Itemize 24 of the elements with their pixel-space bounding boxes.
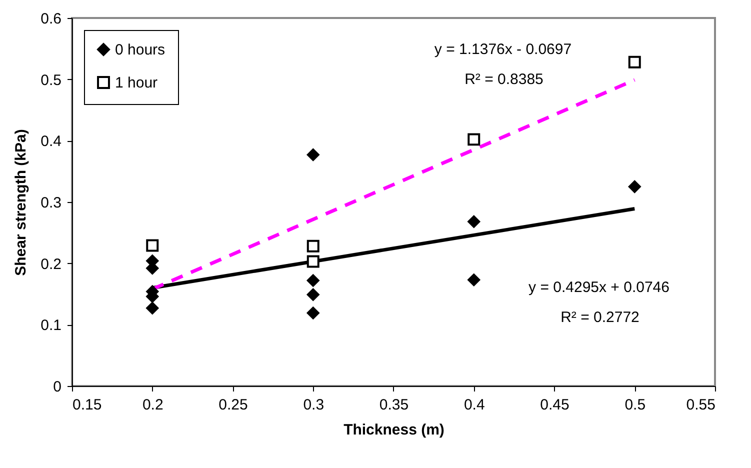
x-tick-label: 0.35 [379, 396, 409, 414]
y-tick-label: 0.1 [40, 317, 62, 334]
x-tick-label: 0.55 [686, 396, 716, 414]
legend-label: 0 hours [115, 42, 166, 58]
x-tick-label: 0.4 [464, 396, 485, 414]
y-tick-label: 0.2 [40, 256, 62, 273]
y-tick-label: 0.4 [40, 133, 62, 150]
annotation: R² = 0.2772 [560, 309, 640, 326]
x-tick-label: 0.3 [303, 396, 324, 414]
annotation: y = 0.4295x + 0.0746 [528, 279, 670, 296]
x-tick-label: 0.15 [72, 396, 102, 414]
x-tick-label: 0.5 [624, 396, 646, 414]
annotation: R² = 0.8385 [464, 71, 544, 88]
x-tick-label: 0.2 [142, 396, 164, 414]
y-tick-label: 0.6 [40, 10, 62, 28]
x-tick-label: 0.45 [540, 396, 570, 414]
annotation: y = 1.1376x - 0.0697 [434, 41, 572, 58]
y-tick-label: 0 [53, 378, 62, 396]
x-axis-title: Thickness (m) [344, 422, 444, 438]
legend-label: 1 hour [115, 74, 158, 92]
y-axis-title: Shear strength (kPa) [12, 129, 30, 276]
x-tick-label: 0.25 [218, 396, 248, 414]
y-tick-label: 0.5 [40, 72, 62, 89]
y-tick-label: 0.3 [40, 194, 62, 212]
